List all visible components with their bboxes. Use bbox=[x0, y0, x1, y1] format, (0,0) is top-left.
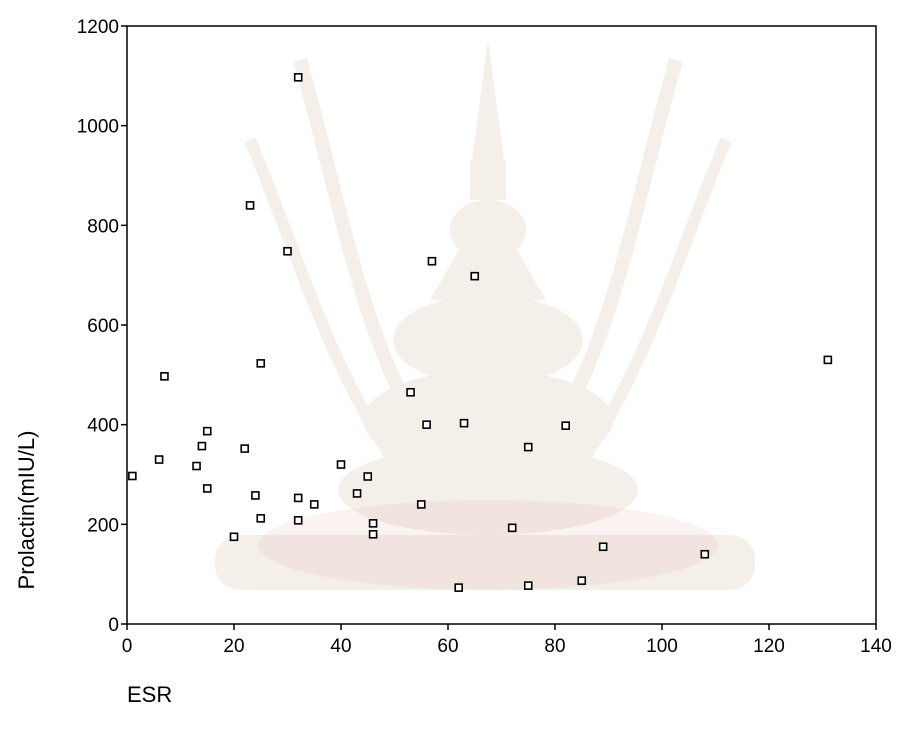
data-point bbox=[197, 441, 207, 451]
plot-frame bbox=[126, 25, 877, 625]
data-point bbox=[309, 500, 319, 509]
y-axis: 0 200 400 600 800 1000 1200 bbox=[77, 17, 127, 636]
x-tick-label: 80 bbox=[544, 636, 565, 657]
x-tick-label: 20 bbox=[223, 636, 244, 657]
data-point bbox=[507, 523, 517, 533]
y-tick-label: 1000 bbox=[77, 117, 119, 138]
data-point bbox=[293, 493, 303, 503]
data-point bbox=[454, 583, 464, 592]
y-tick-label: 600 bbox=[87, 316, 119, 337]
x-tick-label: 40 bbox=[330, 636, 351, 657]
data-point bbox=[406, 387, 415, 397]
data-point bbox=[154, 455, 164, 464]
data-point bbox=[202, 426, 212, 436]
y-tick-label: 200 bbox=[87, 515, 119, 536]
data-point bbox=[283, 246, 292, 256]
x-axis-title: ESR bbox=[127, 682, 172, 707]
x-tick-label: 0 bbox=[122, 636, 133, 657]
data-point bbox=[128, 471, 137, 481]
data-point bbox=[256, 359, 266, 368]
data-point bbox=[251, 491, 260, 500]
data-point bbox=[561, 421, 571, 430]
data-point bbox=[293, 516, 303, 525]
y-tick-label: 400 bbox=[87, 416, 119, 437]
data-point bbox=[363, 472, 373, 481]
data-point bbox=[598, 542, 608, 552]
data-point bbox=[368, 529, 378, 539]
data-point bbox=[229, 532, 239, 542]
y-tick-label: 800 bbox=[87, 216, 119, 237]
y-tick-label: 0 bbox=[108, 615, 119, 636]
x-tick-label: 140 bbox=[860, 636, 892, 657]
data-point bbox=[823, 355, 833, 365]
data-points bbox=[128, 73, 833, 592]
data-point bbox=[240, 444, 249, 453]
y-axis-title: Prolactin(mIU/L) bbox=[14, 431, 39, 590]
x-tick-label: 60 bbox=[437, 636, 458, 657]
x-tick-label: 100 bbox=[646, 636, 678, 657]
data-point bbox=[256, 514, 266, 523]
x-axis: 0 20 40 60 80 100 120 140 bbox=[122, 624, 892, 657]
data-point bbox=[523, 442, 533, 452]
data-point bbox=[293, 73, 303, 82]
data-point bbox=[368, 519, 378, 528]
data-point bbox=[352, 489, 362, 498]
data-point bbox=[336, 460, 346, 469]
data-point bbox=[160, 372, 169, 381]
data-point bbox=[245, 201, 255, 210]
data-point bbox=[577, 576, 587, 585]
data-point bbox=[459, 418, 469, 428]
data-point bbox=[422, 420, 431, 429]
data-point bbox=[416, 500, 426, 509]
data-point bbox=[523, 581, 533, 590]
data-point bbox=[202, 484, 212, 493]
x-tick-label: 120 bbox=[753, 636, 785, 657]
data-point bbox=[700, 549, 710, 559]
y-tick-label: 1200 bbox=[77, 17, 119, 38]
data-point bbox=[427, 256, 437, 266]
data-point bbox=[192, 461, 201, 471]
data-point bbox=[470, 271, 480, 281]
